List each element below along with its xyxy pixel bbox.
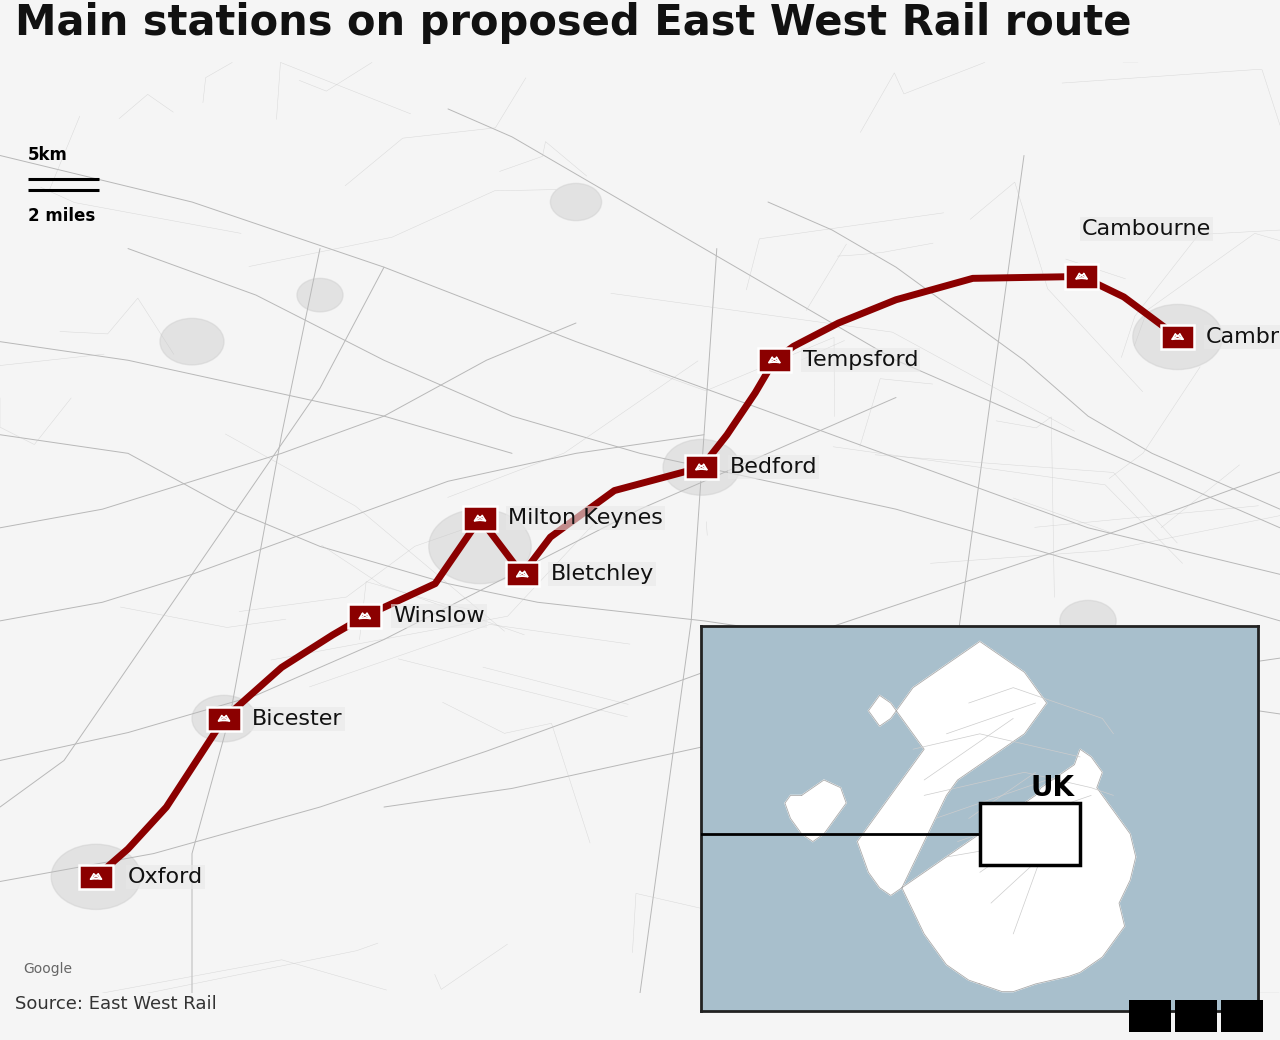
Circle shape bbox=[663, 439, 740, 495]
FancyBboxPatch shape bbox=[348, 604, 381, 628]
Text: Bicester: Bicester bbox=[252, 708, 343, 729]
Text: B: B bbox=[1143, 1007, 1157, 1025]
Text: Source: East West Rail: Source: East West Rail bbox=[15, 994, 218, 1013]
Text: C: C bbox=[1235, 1007, 1249, 1025]
Circle shape bbox=[297, 279, 343, 312]
Polygon shape bbox=[785, 780, 846, 841]
FancyBboxPatch shape bbox=[685, 456, 718, 479]
Text: Oxford: Oxford bbox=[128, 867, 204, 887]
Circle shape bbox=[1060, 600, 1116, 642]
Circle shape bbox=[160, 318, 224, 365]
FancyBboxPatch shape bbox=[207, 706, 241, 731]
Circle shape bbox=[1133, 305, 1222, 369]
Text: Google: Google bbox=[23, 962, 72, 977]
Text: Milton Keynes: Milton Keynes bbox=[508, 509, 663, 528]
FancyBboxPatch shape bbox=[758, 348, 791, 372]
FancyBboxPatch shape bbox=[1065, 264, 1098, 288]
Circle shape bbox=[192, 696, 256, 742]
Text: Tempsford: Tempsford bbox=[803, 350, 918, 370]
FancyBboxPatch shape bbox=[980, 803, 1080, 864]
Text: Cambridge: Cambridge bbox=[1206, 327, 1280, 347]
Polygon shape bbox=[858, 642, 1135, 992]
Text: Bedford: Bedford bbox=[730, 458, 817, 477]
Text: Cambourne: Cambourne bbox=[1082, 219, 1211, 239]
FancyBboxPatch shape bbox=[79, 864, 113, 889]
Circle shape bbox=[742, 696, 794, 732]
Text: Bletchley: Bletchley bbox=[550, 565, 654, 584]
FancyBboxPatch shape bbox=[463, 506, 497, 530]
Circle shape bbox=[550, 183, 602, 220]
FancyBboxPatch shape bbox=[1161, 324, 1194, 349]
Text: B: B bbox=[1189, 1007, 1203, 1025]
Circle shape bbox=[51, 844, 141, 909]
Circle shape bbox=[429, 510, 531, 583]
Text: Main stations on proposed East West Rail route: Main stations on proposed East West Rail… bbox=[15, 2, 1132, 44]
Text: UK: UK bbox=[1030, 774, 1074, 802]
FancyBboxPatch shape bbox=[506, 563, 539, 587]
Text: Winslow: Winslow bbox=[393, 606, 485, 626]
Text: 5km: 5km bbox=[28, 146, 68, 164]
Text: 2 miles: 2 miles bbox=[28, 207, 96, 225]
